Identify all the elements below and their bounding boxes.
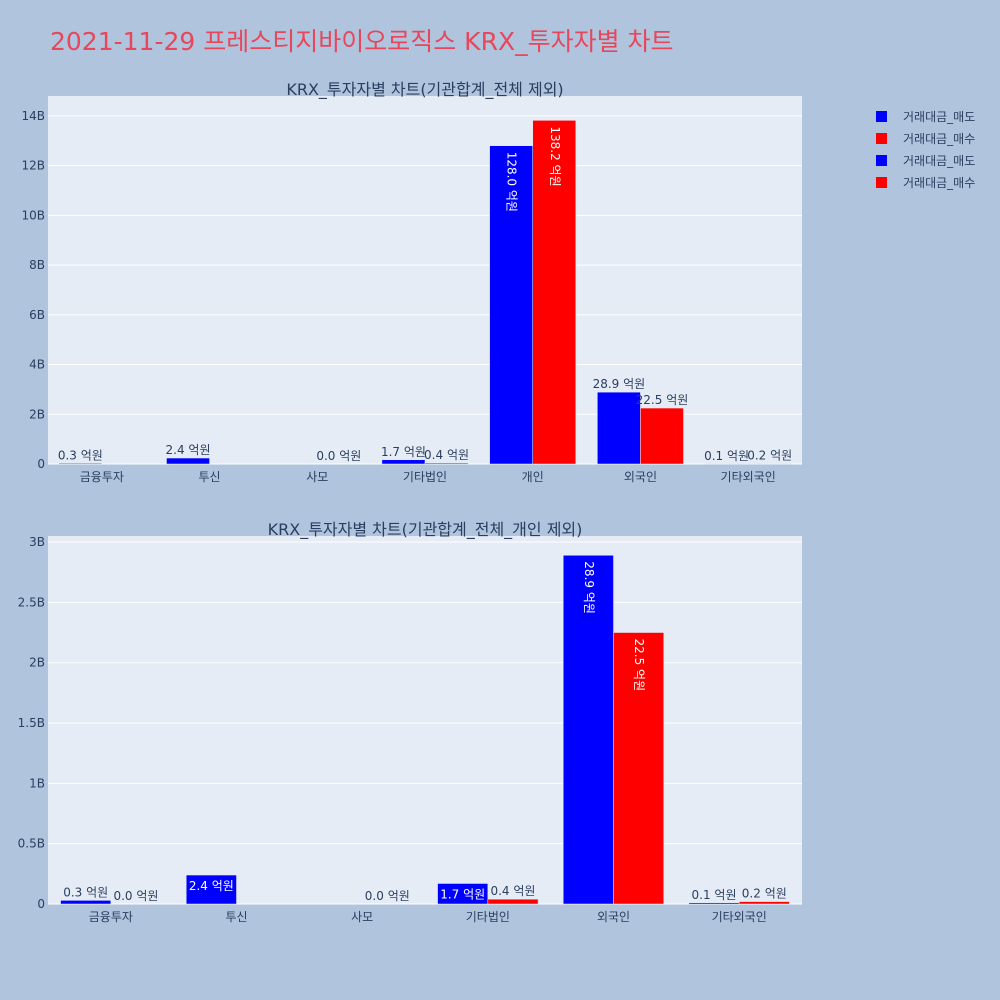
bar [60,900,112,905]
chart-1: 0 2B 4B 6B 8B 10B 12B 14B KRX_투자자별 차트(기관합계_전체 제외… [21,80,802,484]
bar [166,457,210,465]
data-label: 0.0 억원 [365,889,410,903]
y-tick-label: 14B [21,109,45,123]
page-title: 2021-11-29 프레스티지바이오로직스 KRX_투자자별 차트 [50,27,674,56]
y-tick-label: 8B [29,258,45,272]
bar [613,632,665,905]
legend-item[interactable]: 거래대금_매수 [876,171,975,193]
data-label: 0.2 억원 [742,887,787,901]
bar [688,902,740,905]
plot-background [48,96,802,464]
plot-background [48,536,802,904]
bar [738,901,790,905]
x-tick-label: 개인 [522,470,544,484]
bar [58,463,103,465]
data-label: 138.2 억원 [548,126,562,186]
y-tick-label: 2B [29,407,45,421]
data-label: 0.1 억원 [704,449,749,463]
data-label: 2.4 억원 [189,879,234,893]
legend-label: 거래대금_매수 [903,175,976,190]
data-label: 0.4 억원 [490,884,535,898]
bar [562,555,614,905]
legend-label: 거래대금_매도 [903,109,976,124]
data-label: 22.5 억원 [632,639,646,692]
x-tick-label: 투신 [225,910,247,924]
x-tick-label: 기타법인 [403,470,447,484]
y-tick-label: 0.5B [18,837,45,851]
legend-swatch [876,154,887,166]
y-tick-label: 6B [29,308,45,322]
y-tick-label: 0 [37,457,45,471]
legend-swatch [876,110,887,122]
data-label: 0.4 억원 [424,448,469,462]
legend-item[interactable]: 거래대금_매도 [876,149,975,171]
bar [487,898,539,905]
data-label: 28.9 억원 [593,377,646,391]
legend-item[interactable]: 거래대금_매도 [876,105,975,127]
bar [489,145,533,465]
data-label: 0.2 억원 [747,449,792,463]
legend[interactable]: 거래대금_매도 거래대금_매수 거래대금_매도 거래대금_매수 [876,105,975,193]
x-tick-label: 외국인 [597,910,630,924]
legend-label: 거래대금_매도 [903,153,976,168]
chart-title: KRX_투자자별 차트(기관합계_전체_개인 제외) [268,520,583,540]
data-label: 0.1 억원 [692,888,737,902]
y-tick-label: 12B [21,159,45,173]
bar [424,462,469,465]
bar [185,874,237,905]
data-label: 128.0 억원 [505,152,519,212]
data-label: 1.7 억원 [440,887,485,901]
legend-swatch [876,176,887,188]
data-label: 0.3 억원 [58,448,103,462]
x-tick-label: 사모 [351,910,373,924]
y-tick-label: 3B [29,535,45,549]
x-tick-label: 사모 [306,470,328,484]
legend-swatch [876,132,887,144]
x-tick-label: 투신 [199,470,221,484]
bar [381,459,426,465]
data-label: 28.9 억원 [582,561,596,614]
x-tick-label: 기타법인 [466,910,510,924]
bar [532,120,577,465]
legend-label: 거래대금_매수 [903,131,976,146]
chart-title: KRX_투자자별 차트(기관합계_전체 제외) [286,80,563,100]
x-tick-label: 기타외국인 [712,910,767,924]
x-tick-label: 기타외국인 [721,470,776,484]
y-tick-label: 2.5B [18,595,45,609]
x-tick-label: 금융투자 [89,910,133,924]
y-tick-label: 0 [37,897,45,911]
x-tick-label: 외국인 [624,470,657,484]
y-tick-label: 2B [29,656,45,670]
bar [640,407,684,465]
data-label: 0.0 억원 [113,889,158,903]
data-label: 2.4 억원 [166,443,211,457]
legend-item[interactable]: 거래대금_매수 [876,127,975,149]
y-tick-label: 10B [21,208,45,222]
data-label: 1.7 억원 [381,445,426,459]
data-label: 0.3 억원 [63,885,108,899]
x-tick-label: 금융투자 [80,470,124,484]
bar [597,391,641,465]
data-label: 0.0 억원 [316,449,361,463]
data-label: 22.5 억원 [636,393,689,407]
bar [437,883,489,905]
y-tick-label: 1.5B [18,716,45,730]
y-tick-label: 4B [29,358,45,372]
y-tick-label: 1B [29,776,45,790]
chart-2: 0 0.5B 1B 1.5B 2B 2.5B 3B KRX_투자자별 차트(기관합계_전체_개… [18,520,802,924]
